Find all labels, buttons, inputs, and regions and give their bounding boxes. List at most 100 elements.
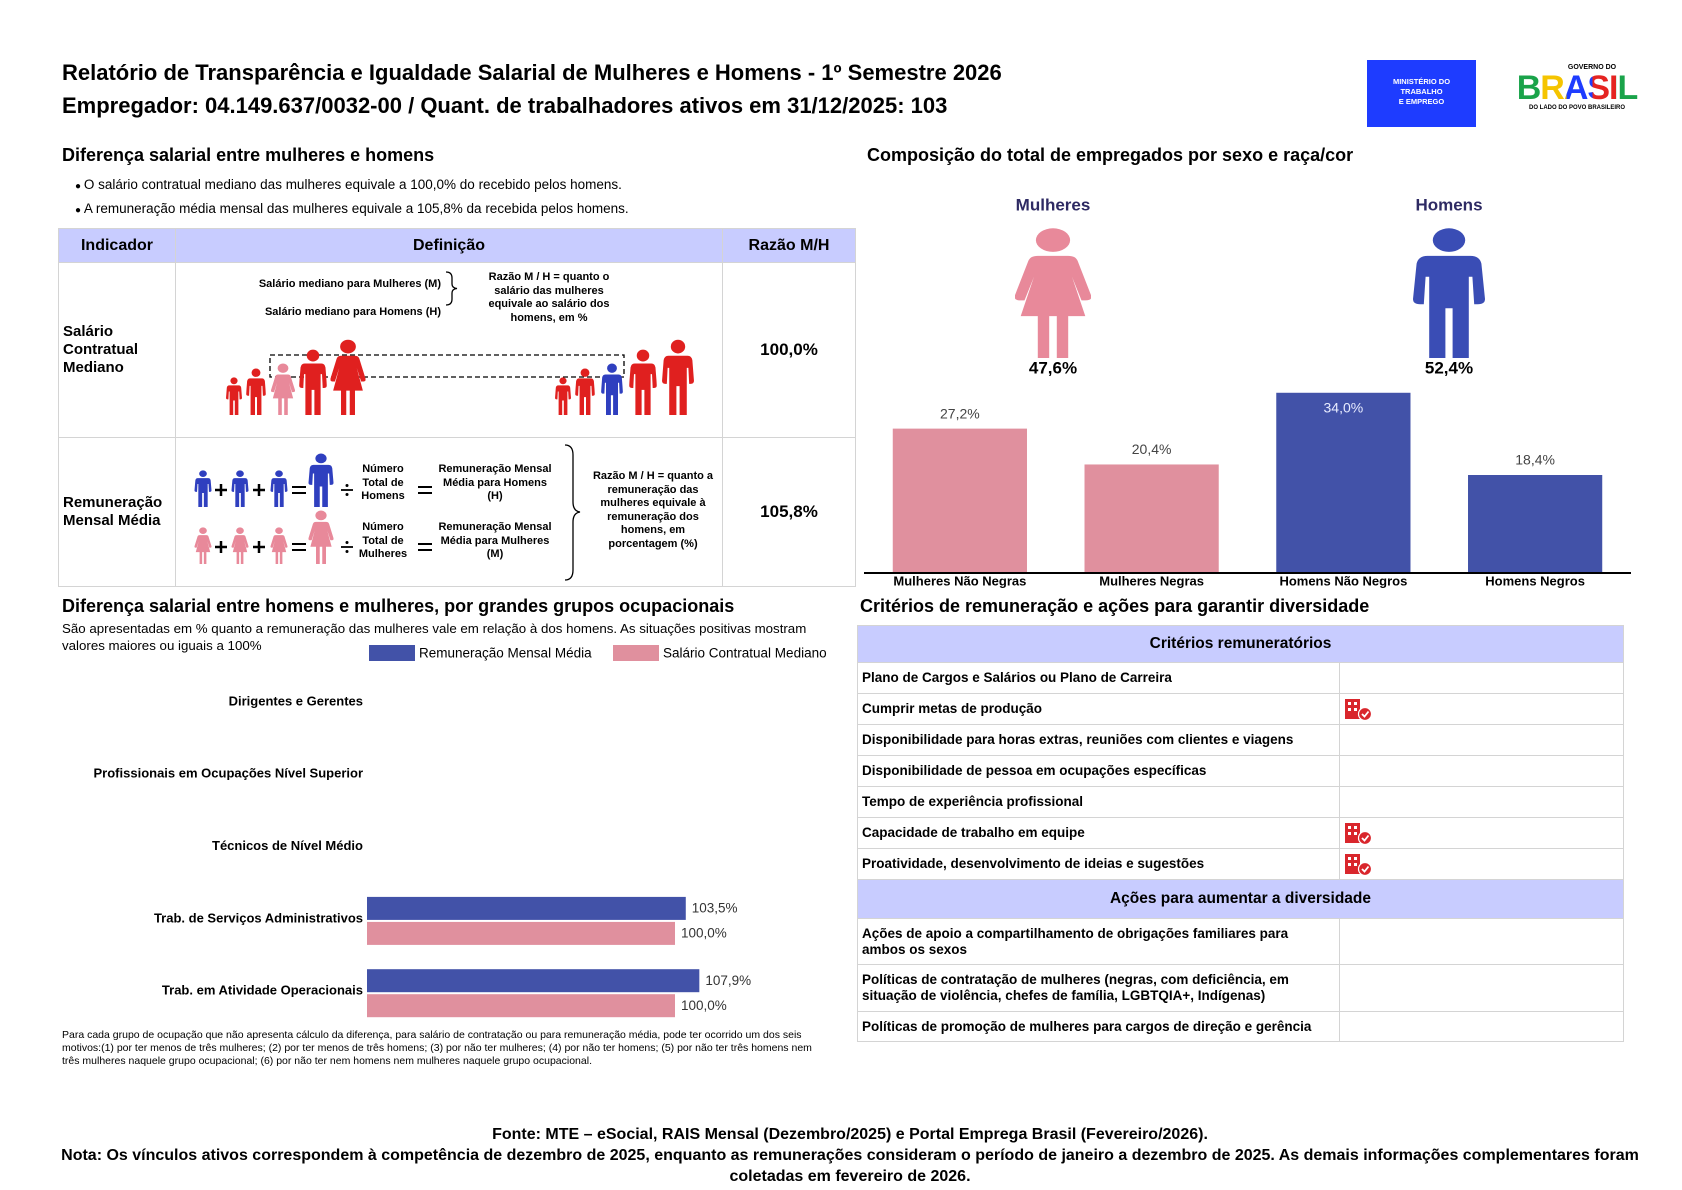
- y-tick-label: Trab. em Atividade Operacionais: [162, 983, 363, 998]
- person-icon: [271, 363, 295, 415]
- person-icon: [555, 377, 571, 415]
- data-label: 107,9%: [705, 973, 751, 988]
- person-icon: [270, 470, 288, 507]
- person-icon: [226, 377, 242, 415]
- criterion-status: [1339, 918, 1624, 965]
- table-row: Plano de Cargos e Salários ou Plano de C…: [857, 662, 1624, 694]
- person-icon: [629, 349, 657, 415]
- logo-text: GOVERNO DO: [1567, 64, 1617, 71]
- criterion-status: [1339, 817, 1624, 849]
- person-icon: [246, 368, 266, 415]
- person-icon: [194, 527, 212, 564]
- header-cell: Critérios remuneratórios: [857, 625, 1624, 663]
- indicator: Salário Contratual Mediano: [58, 262, 176, 438]
- person-icon: [1015, 228, 1091, 358]
- footer-source: Fonte: MTE – eSocial, RAIS Mensal (Dezem…: [492, 1126, 1208, 1143]
- criteria-table: Critérios remuneratórios Plano de Cargos …: [857, 625, 1624, 1042]
- group-share: 52,4%: [1425, 358, 1473, 377]
- table-header: Indicador Definição Razão M/H: [58, 228, 856, 263]
- definition-text: Número Total de Mulheres: [358, 521, 408, 560]
- logo-text: DO LADO DO POVO BRASILEIRO: [1528, 105, 1625, 111]
- indicator: Remuneração Mensal Média: [58, 437, 176, 587]
- data-label: 34,0%: [1324, 399, 1364, 415]
- ratio: 100,0%: [722, 262, 856, 438]
- table-row: Disponibilidade para horas extras, reuni…: [857, 724, 1624, 756]
- person-icon: [308, 453, 334, 507]
- criterion-status: [1339, 848, 1624, 880]
- report-subtitle: Empregador: 04.149.637/0032-00 / Quant. …: [62, 93, 948, 118]
- definition-text: Salário mediano para Homens (H): [264, 306, 441, 318]
- bullet: A remuneração média mensal das mulheres …: [75, 201, 629, 216]
- definition-text: Razão M / H = quanto a remuneração das m…: [592, 470, 714, 550]
- group-label: Mulheres: [1016, 195, 1091, 214]
- bar: [367, 896, 686, 920]
- definition-text: Remuneração Mensal Média para Homens (H): [438, 463, 552, 502]
- definition-text: Razão M / H = quanto o salário das mulhe…: [488, 271, 610, 324]
- legend-label: Salário Contratual Mediano: [663, 646, 827, 661]
- header-cell: Definição: [175, 228, 723, 263]
- data-label: 100,0%: [681, 998, 727, 1013]
- logo-text: E EMPREGO: [1398, 97, 1445, 106]
- person-icon: [662, 339, 694, 415]
- table-header: Ações para aumentar a diversidade: [857, 879, 1624, 919]
- criterion-label: Ações de apoio a compartilhamento de obr…: [857, 918, 1340, 965]
- table-header: Critérios remuneratórios: [857, 625, 1624, 663]
- legend-swatch: [369, 645, 415, 661]
- criterion-status: [1339, 662, 1624, 694]
- bar: [1084, 464, 1219, 572]
- criterion-status: [1339, 786, 1624, 818]
- person-icon: [1413, 228, 1485, 358]
- divide-sign: [345, 493, 349, 496]
- data-label: 103,5%: [692, 900, 738, 915]
- ministry-logo: MINISTÉRIO DO TRABALHO E EMPREGO: [1367, 60, 1476, 127]
- criterion-status: [1339, 964, 1624, 1012]
- chart-note: Para cada grupo de ocupação que não apre…: [62, 1029, 812, 1067]
- y-tick-label: Profissionais em Ocupações Nível Superio…: [94, 766, 363, 781]
- definition-cell: [175, 262, 723, 438]
- y-tick-label: Dirigentes e Gerentes: [229, 693, 363, 708]
- table-row: Ações de apoio a compartilhamento de obr…: [857, 918, 1624, 965]
- dashed-frame: [269, 354, 625, 378]
- header-cell: Razão M/H: [722, 228, 856, 263]
- table-row: Políticas de promoção de mulheres para c…: [857, 1011, 1624, 1042]
- building-check-icon: [1345, 854, 1373, 877]
- person-icon: [231, 470, 249, 507]
- section-title: Diferença salarial entre homens e mulher…: [62, 596, 735, 616]
- legend-swatch: [613, 645, 659, 661]
- bar: [892, 428, 1027, 572]
- ratio: 105,8%: [722, 437, 856, 587]
- header-cell: Ações para aumentar a diversidade: [857, 879, 1624, 919]
- footer: Fonte: MTE – eSocial, RAIS Mensal (Dezem…: [60, 1124, 1640, 1187]
- bar: [1276, 392, 1411, 572]
- report-title: Relatório de Transparência e Igualdade S…: [62, 60, 1002, 85]
- criterion-label: Políticas de contratação de mulheres (ne…: [857, 964, 1340, 1012]
- building-check-icon: [1345, 823, 1373, 846]
- x-tick-label: Homens Negros: [1485, 573, 1585, 588]
- header-cell: Indicador: [58, 228, 176, 263]
- table-row: Políticas de contratação de mulheres (ne…: [857, 964, 1624, 1012]
- criterion-label: Disponibilidade de pessoa em ocupações e…: [857, 755, 1340, 787]
- bar: [367, 969, 700, 993]
- y-tick-label: Técnicos de Nível Médio: [212, 838, 363, 853]
- person-icon: [330, 339, 366, 415]
- x-tick-label: Homens Não Negros: [1279, 573, 1407, 588]
- x-tick-label: Mulheres Negras: [1099, 573, 1204, 588]
- criterion-label: Disponibilidade para horas extras, reuni…: [857, 724, 1340, 756]
- person-icon: [308, 510, 334, 564]
- section-title: Diferença salarial entre mulheres e home…: [62, 145, 435, 165]
- divide-sign: [345, 541, 349, 544]
- data-label: 20,4%: [1132, 441, 1172, 457]
- group-share: 47,6%: [1029, 358, 1077, 377]
- bullet: O salário contratual mediano das mulhere…: [75, 177, 622, 192]
- table-row: Tempo de experiência profissional: [857, 786, 1624, 818]
- criterion-label: Plano de Cargos e Salários ou Plano de C…: [857, 662, 1340, 694]
- building-check-icon: [1345, 699, 1373, 722]
- legend-label: Remuneração Mensal Média: [419, 646, 592, 661]
- y-tick-label: Trab. de Serviços Administrativos: [154, 910, 363, 925]
- criterion-label: Proatividade, desenvolvimento de ideias …: [857, 848, 1340, 880]
- data-label: 18,4%: [1515, 452, 1555, 468]
- logo-text: BRASIL: [1512, 71, 1642, 105]
- criterion-status: [1339, 1011, 1624, 1042]
- table-row: Remuneração Mensal Média 105,8%: [58, 437, 856, 587]
